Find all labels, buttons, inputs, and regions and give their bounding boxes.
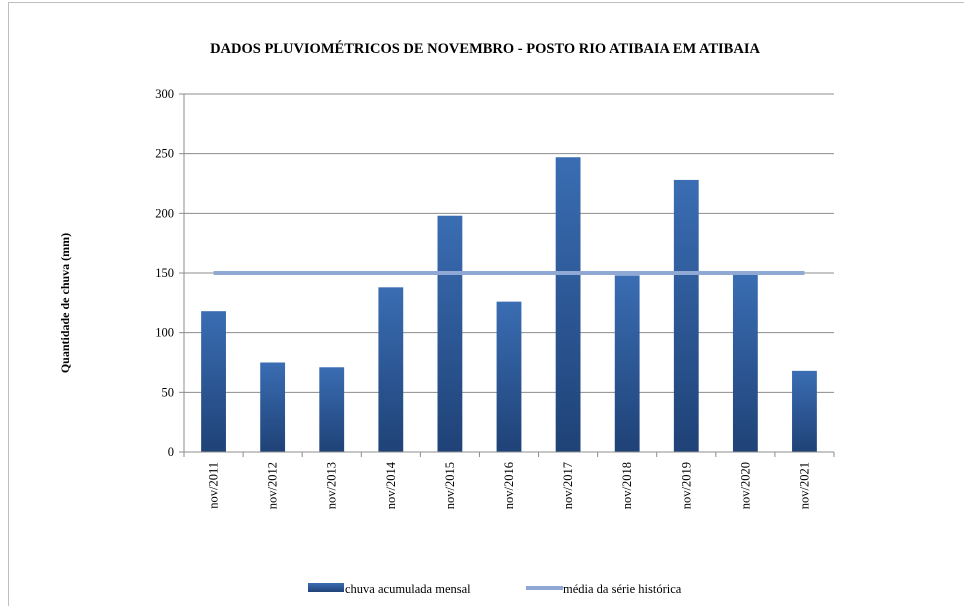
- chart-title: DADOS PLUVIOMÉTRICOS DE NOVEMBRO - POSTO…: [210, 40, 760, 57]
- x-tick-label: nov/2014: [384, 461, 398, 509]
- bar-nov-2015: [437, 215, 463, 452]
- x-tick-label: nov/2020: [738, 462, 752, 509]
- axes: 0 50 100 150 200 250 300 nov/2011 nov/2012 nov/20…: [155, 87, 835, 509]
- x-tick-label: nov/2015: [443, 462, 457, 509]
- y-tick-label: 100: [155, 326, 174, 340]
- chart-frame: DADOS PLUVIOMÉTRICOS DE NOVEMBRO - POSTO…: [8, 2, 964, 606]
- bar-nov-2017: [555, 157, 581, 452]
- y-axis-title: Quantidade de chuva (mm): [58, 233, 72, 373]
- x-tick-label: nov/2013: [325, 462, 339, 509]
- legend-swatch-bars: [308, 583, 344, 592]
- x-tick-label: nov/2019: [679, 462, 693, 509]
- x-tick-label: nov/2011: [207, 462, 221, 509]
- x-tick-label: nov/2021: [797, 462, 811, 509]
- y-tick-label: 300: [155, 87, 174, 101]
- x-tick-label: nov/2016: [502, 462, 516, 509]
- y-tick-label: 50: [162, 385, 175, 399]
- y-tick-label: 200: [155, 206, 174, 220]
- x-tick-label: nov/2018: [620, 462, 634, 509]
- bar-nov-2016: [496, 301, 522, 452]
- bar-nov-2019: [673, 179, 699, 453]
- bar-nov-2013: [319, 367, 345, 452]
- bar-nov-2018: [614, 275, 640, 452]
- y-tick-label: 150: [155, 266, 174, 280]
- legend-label-bars: chuva acumulada mensal: [345, 582, 471, 596]
- legend: chuva acumulada mensal média da série hi…: [308, 582, 682, 596]
- bar-nov-2011: [201, 311, 226, 452]
- bars: [201, 157, 817, 453]
- x-tick-label: nov/2017: [561, 462, 575, 509]
- rainfall-chart: DADOS PLUVIOMÉTRICOS DE NOVEMBRO - POSTO…: [58, 40, 835, 596]
- bar-nov-2020: [732, 274, 758, 452]
- legend-label-line: média da série histórica: [563, 582, 682, 596]
- y-tick-label: 250: [155, 147, 174, 161]
- bar-nov-2012: [260, 362, 286, 452]
- bar-nov-2014: [378, 287, 404, 452]
- y-tick-label: 0: [168, 445, 174, 459]
- x-tick-label: nov/2012: [266, 462, 280, 509]
- bar-nov-2021: [792, 370, 817, 452]
